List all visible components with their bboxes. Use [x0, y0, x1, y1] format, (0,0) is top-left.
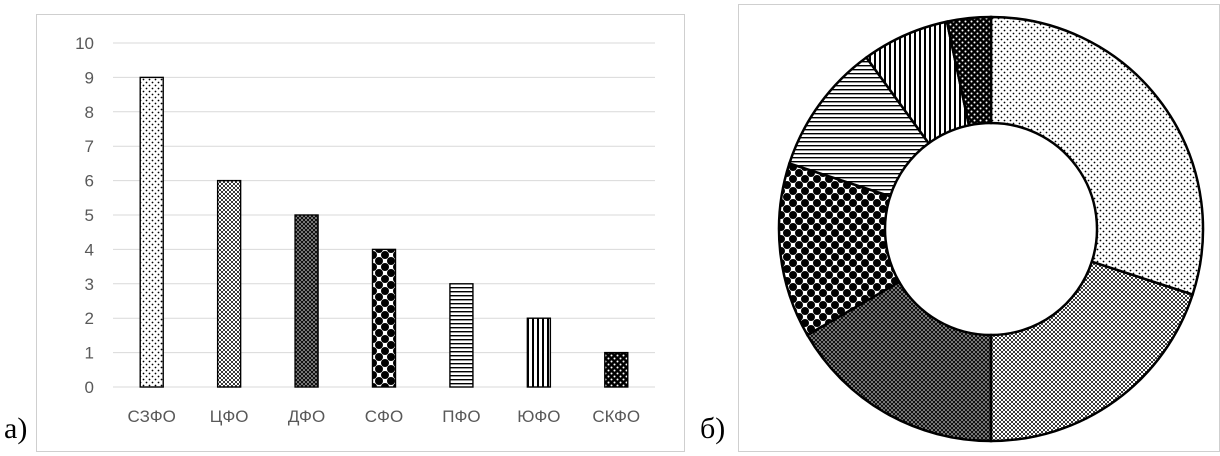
bar-3: [294, 214, 319, 388]
y-tick-label: 5: [85, 206, 94, 225]
y-tick-label: 4: [85, 240, 94, 259]
x-tick-label: СЗФО: [128, 407, 176, 426]
doughnut-slice-1: [989, 15, 1205, 297]
bar-4: [371, 248, 397, 388]
y-tick-label: 0: [85, 378, 94, 397]
doughnut-chart: [777, 15, 1205, 443]
y-tick-label: 7: [85, 137, 94, 156]
bar-6: [526, 317, 552, 388]
doughnut-slice-3: [805, 280, 993, 443]
y-tick-label: 6: [85, 172, 94, 191]
panel-label-b: б): [700, 412, 726, 445]
bar-7: [604, 351, 629, 388]
x-tick-label: СФО: [365, 407, 403, 426]
x-tick-label: ЮФО: [517, 407, 560, 426]
bar-2: [216, 179, 242, 388]
y-tick-label: 8: [85, 103, 94, 122]
doughnut-slice-7: [945, 15, 993, 127]
x-tick-label: СКФО: [592, 407, 640, 426]
y-tick-label: 2: [85, 309, 94, 328]
x-tick-label: ДФО: [288, 407, 325, 426]
doughnut-chart-frame: [738, 4, 1220, 452]
y-tick-label: 10: [75, 34, 94, 53]
x-tick-label: ПФО: [442, 407, 480, 426]
bar-5: [449, 283, 474, 388]
doughnut-slice-2: [989, 260, 1195, 443]
x-tick-label: ЦФО: [210, 407, 249, 426]
bar-chart-frame: 0 1 2 3 4 5 6 7 8 9 10 СЗФО ЦФО ДФО СФО ПФО ЮФО СКФО: [36, 14, 685, 452]
y-tick-label: 9: [85, 68, 94, 87]
y-tick-label: 3: [85, 275, 94, 294]
bar-chart: 0 1 2 3 4 5 6 7 8 9 10 СЗФО ЦФО ДФО СФО ПФО ЮФО СКФО: [75, 34, 655, 426]
panel-label-a: а): [4, 412, 28, 445]
y-tick-label: 1: [85, 344, 94, 363]
bar-1: [139, 76, 164, 388]
